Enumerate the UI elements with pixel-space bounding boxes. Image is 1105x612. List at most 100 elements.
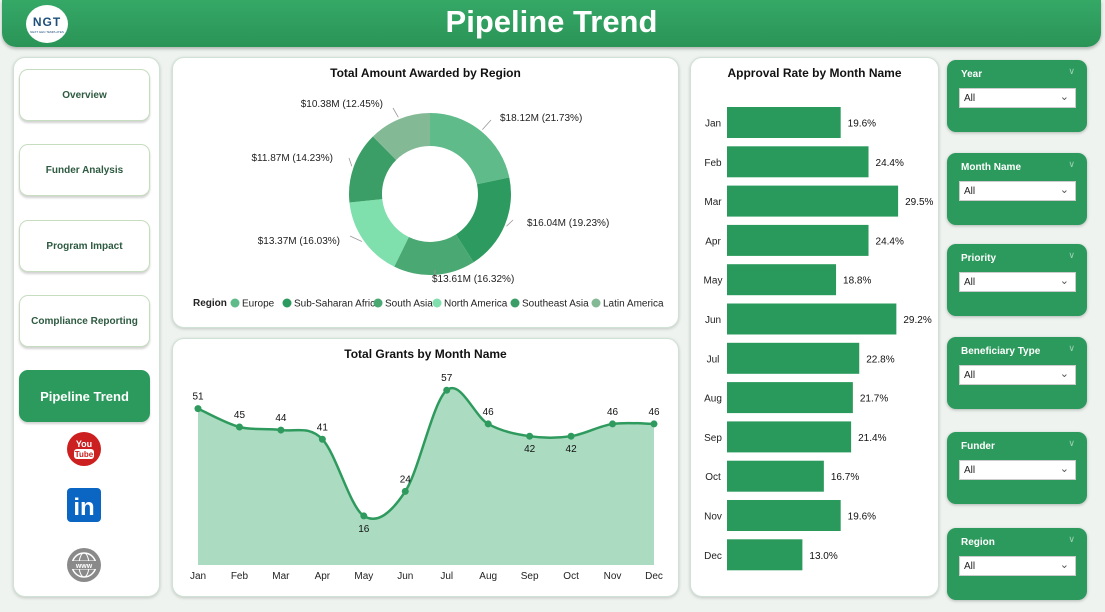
legend-item-north-america[interactable]: North America <box>444 299 508 310</box>
header-bar: NGT NEXT GEN TEMPLATES Pipeline Trend <box>2 0 1101 47</box>
grants-data-label: 42 <box>566 444 578 455</box>
nav-program-impact-button[interactable]: Program Impact <box>19 220 150 272</box>
approval-bar-jun[interactable] <box>727 303 897 335</box>
youtube-icon[interactable]: You Tube <box>66 431 102 467</box>
grants-chart-title: Total Grants by Month Name <box>344 347 507 361</box>
slicer-year-dropdown[interactable]: All ⌄ <box>959 88 1076 108</box>
page-title: Pipeline Trend <box>445 4 658 39</box>
approval-bar-dec[interactable] <box>727 539 803 571</box>
nav-pipeline-trend-button[interactable]: Pipeline Trend <box>19 370 150 422</box>
legend-item-southeast-asia[interactable]: Southeast Asia <box>522 299 589 310</box>
donut-slice-sub-saharan-africa[interactable] <box>455 177 511 263</box>
grants-data-label: 46 <box>648 407 660 418</box>
grants-x-tick-label: Mar <box>272 571 290 582</box>
approval-bar-apr[interactable] <box>727 224 869 256</box>
approval-bar-oct[interactable] <box>727 460 824 492</box>
donut-leader-line <box>482 119 492 130</box>
donut-slice-europe[interactable] <box>430 113 510 185</box>
approval-bar-jul[interactable] <box>727 342 860 374</box>
nav-funder-analysis-button[interactable]: Funder Analysis <box>19 144 150 196</box>
chevron-down-icon[interactable]: ∨ <box>1068 438 1075 448</box>
grants-data-label: 57 <box>441 373 453 384</box>
chevron-down-icon[interactable]: ∨ <box>1068 343 1075 353</box>
approval-data-label: 16.7% <box>831 472 859 483</box>
approval-bar-nov[interactable] <box>727 500 841 531</box>
donut-data-label: $16.04M (19.23%) <box>527 218 609 229</box>
legend-marker <box>591 298 601 308</box>
grants-point-aug[interactable] <box>484 420 492 428</box>
grants-chart-panel: Total Grants by Month Name 51 Jan 45 Feb 44 M… <box>172 338 679 597</box>
slicer-priority: Priority ∨ All ⌄ <box>947 244 1087 316</box>
linkedin-icon[interactable]: in <box>66 487 102 523</box>
approval-data-label: 29.2% <box>903 315 931 326</box>
slicer-region-dropdown[interactable]: All ⌄ <box>959 556 1076 576</box>
slicer-beneficiary-type-label: Beneficiary Type <box>961 346 1041 357</box>
approval-y-tick-label: Mar <box>704 197 722 208</box>
grants-data-label: 46 <box>607 407 619 418</box>
donut-slice-north-america[interactable] <box>349 199 409 267</box>
chevron-down-icon[interactable]: ∨ <box>1068 250 1075 260</box>
grants-data-label: 46 <box>483 407 495 418</box>
legend-item-sub-saharan-africa[interactable]: Sub-Saharan Africa <box>294 299 381 310</box>
approval-y-tick-label: Nov <box>704 512 722 523</box>
slicer-region: Region ∨ All ⌄ <box>947 528 1087 600</box>
grants-point-jun[interactable] <box>401 487 409 495</box>
legend-item-latin-america[interactable]: Latin America <box>603 299 664 310</box>
grants-point-may[interactable] <box>360 512 368 520</box>
approval-bar-chart: Jan 19.6% Feb 24.4% Mar 29.5% Apr 24.4% May 18.8%… <box>704 107 934 571</box>
slicer-priority-dropdown[interactable]: All ⌄ <box>959 272 1076 292</box>
donut-leader-line <box>392 107 399 118</box>
legend-item-europe[interactable]: Europe <box>242 299 275 310</box>
donut-slice-latin-america[interactable] <box>372 113 430 160</box>
company-logo[interactable]: NGT NEXT GEN TEMPLATES <box>26 5 68 43</box>
approval-bar-aug[interactable] <box>727 382 853 414</box>
chevron-down-icon[interactable]: ∨ <box>1068 534 1075 544</box>
approval-y-tick-label: Apr <box>705 236 721 247</box>
logo-tagline: NEXT GEN TEMPLATES <box>30 29 64 34</box>
chevron-down-icon[interactable]: ∨ <box>1068 66 1075 76</box>
slicer-month-name-dropdown[interactable]: All ⌄ <box>959 181 1076 201</box>
grants-data-label: 42 <box>524 444 536 455</box>
grants-point-sep[interactable] <box>526 432 534 440</box>
approval-data-label: 19.6% <box>848 119 876 130</box>
approval-bar-sep[interactable] <box>727 421 852 453</box>
chevron-down-icon: ⌄ <box>1059 368 1069 380</box>
approval-bar-mar[interactable] <box>727 185 899 217</box>
donut-legend-title: Region <box>193 298 227 309</box>
approval-bar-jan[interactable] <box>727 107 841 138</box>
legend-item-south-asia[interactable]: South Asia <box>385 299 433 310</box>
grants-point-jan[interactable] <box>194 405 202 413</box>
website-icon[interactable]: www <box>66 547 102 583</box>
slicer-beneficiary-type: Beneficiary Type ∨ All ⌄ <box>947 337 1087 409</box>
grants-point-feb[interactable] <box>235 423 243 431</box>
approval-bar-feb[interactable] <box>727 146 869 178</box>
grants-point-nov[interactable] <box>609 420 617 428</box>
grants-point-oct[interactable] <box>567 432 575 440</box>
logo-text: NGT <box>32 14 62 29</box>
approval-y-tick-label: Jan <box>705 119 721 130</box>
slicer-year-value: All <box>964 93 976 104</box>
grants-point-mar[interactable] <box>277 426 285 434</box>
donut-slice-southeast-asia[interactable] <box>349 136 397 203</box>
slicer-month-name: Month Name ∨ All ⌄ <box>947 153 1087 225</box>
grants-point-jul[interactable] <box>443 386 451 394</box>
chevron-down-icon[interactable]: ∨ <box>1068 159 1075 169</box>
donut-slice-south-asia[interactable] <box>394 234 474 275</box>
approval-y-tick-label: Oct <box>705 472 721 483</box>
approval-data-label: 24.4% <box>876 158 904 169</box>
approval-y-tick-label: Dec <box>704 551 722 562</box>
nav-compliance-reporting-button[interactable]: Compliance Reporting <box>19 295 150 347</box>
approval-bar-may[interactable] <box>727 264 837 296</box>
donut-leader-line <box>506 219 514 227</box>
grants-point-dec[interactable] <box>650 420 658 428</box>
slicer-funder-dropdown[interactable]: All ⌄ <box>959 460 1076 480</box>
grants-area-chart: 51 Jan 45 Feb 44 Mar 41 Apr 16 May 24 Jun 57 Jul 46 Aug… <box>190 373 663 582</box>
slicer-year-label: Year <box>961 69 983 80</box>
donut-data-label: $13.61M (16.32%) <box>432 274 514 285</box>
donut-chart-title: Total Amount Awarded by Region <box>330 66 521 80</box>
chevron-down-icon: ⌄ <box>1059 91 1069 103</box>
slicer-beneficiary-type-dropdown[interactable]: All ⌄ <box>959 365 1076 385</box>
grants-point-apr[interactable] <box>318 435 326 443</box>
donut-leader-line <box>349 235 363 242</box>
nav-overview-button[interactable]: Overview <box>19 69 150 121</box>
